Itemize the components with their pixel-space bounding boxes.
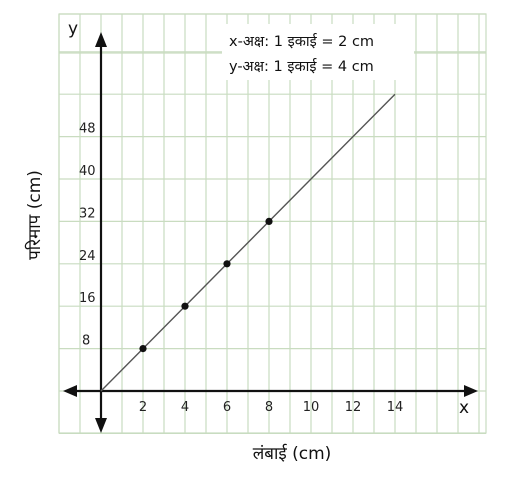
x-tick-label: 6 <box>223 400 231 415</box>
y-axis-letter: y <box>68 19 78 39</box>
y-tick-label: 40 <box>79 164 96 179</box>
y-tick-label: 32 <box>79 206 96 221</box>
x-axis-arrow-left <box>63 385 77 397</box>
y-tick-label: 24 <box>79 249 96 264</box>
x-axis-title: लंबाई (cm) <box>253 443 332 464</box>
x-axis-letter: x <box>459 398 469 418</box>
y-tick-label: 16 <box>79 291 96 306</box>
axes <box>63 32 478 433</box>
scale-note-x: x-अक्ष: 1 इकाई = 2 cm <box>229 33 374 50</box>
y-axis-arrow-down <box>95 418 107 433</box>
grid-border <box>58 13 487 434</box>
data-point <box>223 260 231 268</box>
y-tick-label: 48 <box>79 122 96 137</box>
x-tick-label: 10 <box>303 400 320 415</box>
x-tick-label: 8 <box>265 400 273 415</box>
scale-note-box <box>222 24 414 80</box>
data-point <box>181 302 189 310</box>
scale-note-y: y-अक्ष: 1 इकाई = 4 cm <box>229 58 374 75</box>
x-tick-label: 14 <box>387 400 404 415</box>
data-point <box>139 345 147 353</box>
y-axis-arrow-up <box>95 32 107 47</box>
x-tick-label: 4 <box>181 400 189 415</box>
series <box>100 93 396 392</box>
x-axis-arrow-right <box>464 385 478 397</box>
y-axis-title: परिमाप (cm) <box>24 170 45 260</box>
data-point <box>265 217 273 225</box>
x-tick-label: 2 <box>139 400 147 415</box>
x-tick-label: 12 <box>345 400 362 415</box>
y-tick-label: 8 <box>82 334 90 349</box>
series-line <box>100 93 396 392</box>
